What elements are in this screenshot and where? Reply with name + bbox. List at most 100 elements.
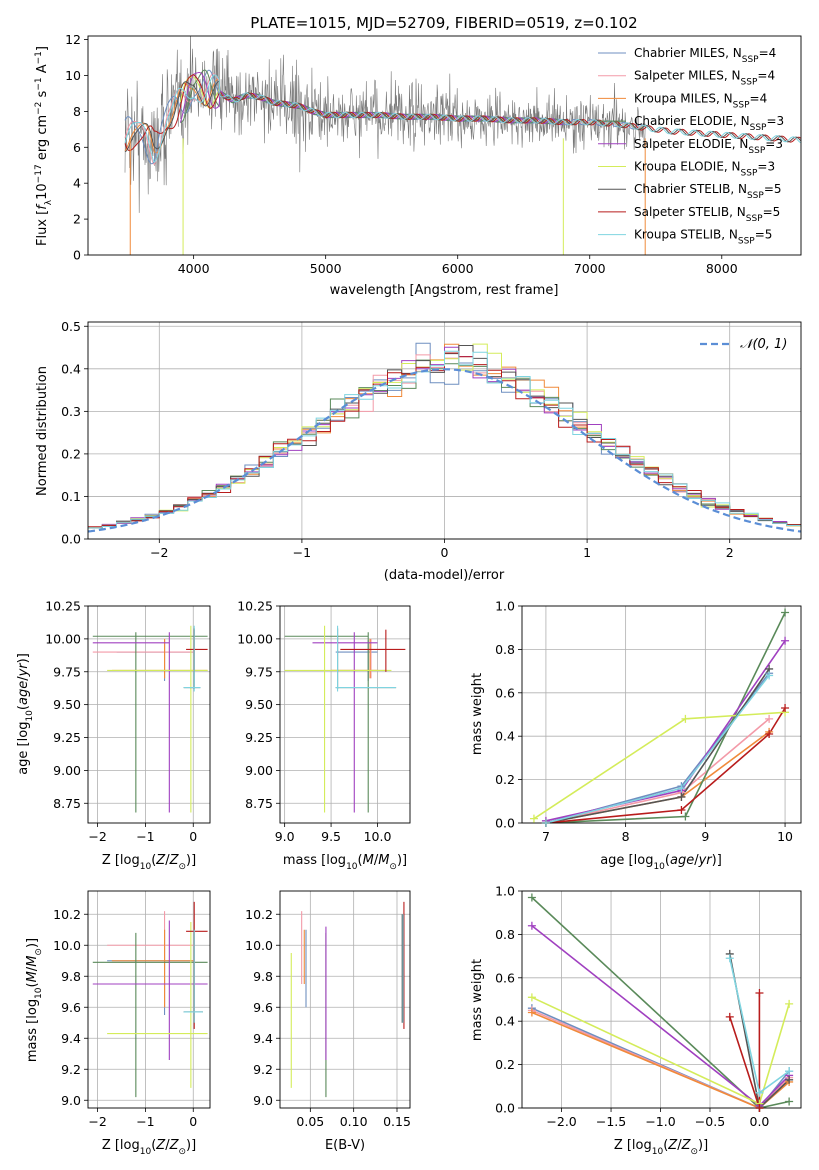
label-part: SSP bbox=[733, 100, 750, 110]
x-axis-label: (data-model)/error bbox=[384, 568, 505, 583]
data-point bbox=[541, 819, 550, 827]
data-point bbox=[765, 730, 774, 739]
axes-overlay: 7 8 9 10 0.0 0.2 0.4 0.6 0.8 1.0 bbox=[495, 599, 802, 844]
data-point bbox=[755, 1088, 764, 1097]
y-tick-label: 10.2 bbox=[245, 907, 273, 922]
series-line bbox=[545, 612, 786, 823]
series-line bbox=[545, 731, 770, 823]
data-point bbox=[785, 1097, 794, 1106]
series-line bbox=[545, 672, 770, 823]
x-tick-label: −1.5 bbox=[596, 1114, 626, 1129]
axes-overlay: −2 −1 0 9.0 9.2 9.4 9.6 9.8 10.0 10.2 bbox=[53, 890, 211, 1129]
x-tick-label: 0.15 bbox=[383, 1114, 411, 1129]
x-tick-label: 8 bbox=[622, 829, 630, 844]
label-part: Chabrier MILES, N bbox=[634, 46, 742, 60]
axes-overlay: −2.0 −1.5 −1.0 −0.5 0.0 0.0 0.2 0.4 0.6 0.8 1.0 bbox=[495, 884, 802, 1129]
y-tick-label: 0.8 bbox=[495, 927, 515, 942]
plot-area bbox=[92, 901, 208, 1098]
label-part: Salpeter STELIB, N bbox=[634, 205, 746, 219]
label-part: Z bbox=[681, 1138, 692, 1153]
label-part: Salpeter MILES, N bbox=[634, 69, 741, 83]
label-part: Z bbox=[169, 1138, 180, 1153]
axes-frame bbox=[279, 605, 411, 824]
y-tick-label: 9.50 bbox=[53, 697, 81, 712]
y-tick-label: 12 bbox=[65, 32, 81, 47]
x-tick-label: 9.5 bbox=[321, 829, 341, 844]
legend-entry: Kroupa MILES, NSSP=4 bbox=[634, 91, 767, 110]
label-part: Z bbox=[667, 1138, 678, 1153]
y-tick-label: 2 bbox=[73, 212, 81, 227]
y-tick-label: 10.0 bbox=[53, 938, 81, 953]
axes-frame bbox=[87, 890, 211, 1109]
data-point bbox=[765, 714, 774, 723]
panel-mass-vs-metallicity: −2 −1 09.09.29.49.69.810.010.2Z [log10(Z/Z… bbox=[25, 890, 211, 1157]
label-part: )] bbox=[698, 1138, 708, 1153]
label-part: Salpeter ELODIE, N bbox=[634, 137, 748, 151]
label-part: 10 bbox=[140, 862, 152, 872]
x-tick-label: 4000 bbox=[178, 261, 210, 276]
x-tick-label: 10.0 bbox=[364, 829, 392, 844]
y-tick-label: 9.00 bbox=[245, 763, 273, 778]
y-tick-label: 0.0 bbox=[495, 1101, 515, 1116]
label-part: Kroupa STELIB, N bbox=[634, 228, 738, 242]
axes-overlay: 9.0 9.5 10.0 8.75 9.00 9.25 9.50 9.75 10.00 10.25 bbox=[237, 599, 411, 844]
label-part: Flux [ bbox=[35, 210, 50, 246]
label-part: ] bbox=[35, 46, 50, 51]
label-part: ⊙ bbox=[690, 1147, 698, 1157]
y-tick-label: 8.75 bbox=[245, 796, 273, 811]
data-point bbox=[781, 636, 790, 645]
y-tick-label: 0 bbox=[73, 248, 81, 263]
y-tick-label: 10.0 bbox=[245, 938, 273, 953]
y-tick-label: 9.6 bbox=[61, 1000, 81, 1015]
data-point bbox=[527, 993, 536, 1002]
axes-frame bbox=[87, 605, 211, 824]
data-point bbox=[785, 999, 794, 1008]
x-tick-label: 6000 bbox=[442, 261, 474, 276]
label-part: )] bbox=[25, 938, 40, 948]
data-point bbox=[725, 1012, 734, 1021]
label-part: 10 bbox=[652, 1147, 664, 1157]
panel-age-vs-metallicity: −2 −1 0 8.75 9.00 9.25 9.50 9.75 10.00 10.25 Z [lo… bbox=[16, 599, 211, 872]
y-tick-label: 0.2 bbox=[61, 446, 81, 461]
label-part: ( bbox=[151, 1138, 156, 1153]
y-axis-label: mass weight bbox=[470, 673, 485, 755]
panel-massweight-vs-metallicity: −2.0 −1.5 −1.0 −0.5 0.0 0.0 0.2 0.4 0.6 0.8 1.0 Z [… bbox=[470, 884, 802, 1157]
x-tick-label: −2.0 bbox=[546, 1114, 576, 1129]
legend-entry: Chabrier ELODIE, NSSP=3 bbox=[634, 114, 784, 133]
y-tick-label: 4 bbox=[73, 176, 81, 191]
label-part: M bbox=[25, 956, 40, 967]
y-tick-label: 0.5 bbox=[61, 319, 81, 334]
model-spectrum bbox=[124, 74, 801, 163]
label-part: mass [log bbox=[25, 999, 40, 1062]
plot-area bbox=[533, 612, 786, 823]
y-tick-label: 0.1 bbox=[61, 489, 81, 504]
label-part: =4 bbox=[757, 69, 775, 83]
y-axis-label: mass [log10(M/M⊙)] bbox=[25, 938, 44, 1062]
label-part: =5 bbox=[755, 228, 773, 242]
legend-entry: Kroupa ELODIE, NSSP=3 bbox=[634, 160, 775, 179]
y-tick-label: 0.4 bbox=[495, 1014, 515, 1029]
y-tick-label: 9.2 bbox=[61, 1062, 81, 1077]
y-tick-label: 0.6 bbox=[495, 970, 515, 985]
series-line bbox=[545, 718, 770, 823]
y-tick-label: 9.2 bbox=[253, 1062, 273, 1077]
label-part: Chabrier ELODIE, N bbox=[634, 114, 750, 128]
plot-area bbox=[88, 342, 801, 533]
label-part: age [log bbox=[600, 853, 653, 868]
label-part: ⊙ bbox=[178, 1147, 186, 1157]
x-tick-label: 0.05 bbox=[296, 1114, 324, 1129]
x-tick-label: 8000 bbox=[706, 261, 738, 276]
y-tick-label: 0.2 bbox=[495, 1057, 515, 1072]
label-part: ⊙ bbox=[389, 862, 397, 872]
data-point bbox=[781, 608, 790, 617]
y-tick-label: 10.00 bbox=[237, 631, 273, 646]
label-part: age bbox=[670, 853, 694, 868]
label-part: Z bbox=[169, 853, 180, 868]
legend-entry: Chabrier MILES, NSSP=4 bbox=[634, 46, 776, 65]
data-point bbox=[677, 784, 686, 793]
panel-mass-vs-ebv: 0.05 0.10 0.15 9.0 9.2 9.4 9.6 9.8 10.0 10.2 E(B-V… bbox=[245, 890, 411, 1153]
y-tick-label: 9.4 bbox=[253, 1031, 273, 1046]
y-tick-label: 9.4 bbox=[61, 1031, 81, 1046]
y-tick-label: 1.0 bbox=[495, 599, 515, 614]
label-part: λ bbox=[44, 199, 54, 205]
